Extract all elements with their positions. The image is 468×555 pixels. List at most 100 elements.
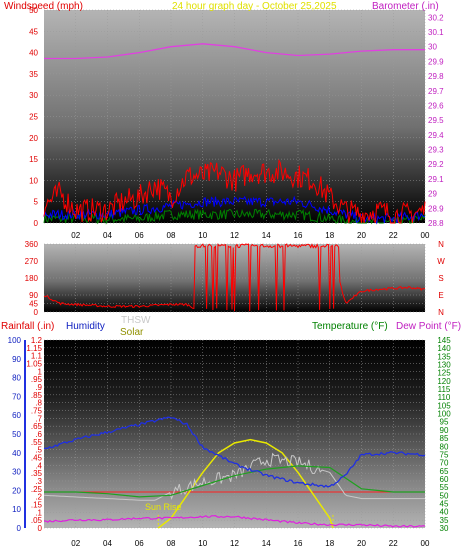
temperature-ytick-label: 55 [440,483,449,492]
rainfall-ytick-label: .95 [31,375,43,384]
rainfall-ytick-label: .9 [35,383,42,392]
humidity-xtick-label: 02 [71,539,80,548]
rainfall-ytick-label: .2 [35,493,42,502]
wind-ytick-label: 0 [34,219,39,228]
humidity-ytick-label: 40 [12,449,21,458]
wind-xtick-label: 00 [421,231,430,240]
thsw-legend-label: THSW [121,315,151,326]
humidity-ytick-label: 30 [12,468,21,477]
humidity-line [43,416,426,488]
humidity-xtick-label: 18 [325,539,334,548]
temperature-ytick-label: 40 [440,508,449,517]
windspeed-axis-title: Windspeed (mph) [4,1,83,12]
humidity-xtick-label: 06 [135,539,144,548]
temperature-ytick-label: 80 [440,442,449,451]
humidity-xtick-label: 10 [198,539,207,548]
rainfall-ytick-label: .1 [35,508,42,517]
humidity-xtick-label: 16 [294,539,303,548]
rainfall-ytick-label: .8 [35,399,42,408]
temperature-ytick-label: 140 [437,344,451,353]
direction-ytick-label: 90 [29,291,38,300]
rainfall-ytick-label: .3 [35,477,42,486]
barometer-ytick-label: 30 [428,43,437,52]
humidity-xtick-label: 08 [167,539,176,548]
barometer-ytick-label: 29 [428,190,437,199]
humidity-xtick-label: 00 [421,539,430,548]
direction-ytick-label: 270 [25,257,39,266]
rainfall-ytick-label: .35 [31,469,43,478]
rainfall-ytick-label: 1 [38,367,43,376]
humidity-ytick-label: 80 [12,374,21,383]
wind-ytick-label: 30 [29,91,38,100]
barometer-ytick-label: 29.2 [428,160,444,169]
humidity-ytick-label: 100 [8,336,22,345]
rainfall-ytick-label: .15 [31,501,43,510]
barometer-axis-title: Barometer (.in) [372,1,439,12]
temperature-ytick-label: 90 [440,426,449,435]
barometer-ytick-label: 29.3 [428,146,444,155]
barometer-ytick-label: 29.5 [428,116,444,125]
rainfall-ytick-label: .6 [35,430,42,439]
humidity-ytick-label: 60 [12,411,21,420]
temperature-axis-title: Temperature (°F) [312,321,388,332]
wind-xtick-label: 12 [230,231,239,240]
wind-ytick-label: 10 [29,176,38,185]
humidity-xtick-label: 04 [103,539,112,548]
rainfall-ytick-label: .55 [31,438,43,447]
temperature-ytick-label: 70 [440,459,449,468]
rainfall-ytick-label: .65 [31,422,43,431]
humidity-xtick-label: 14 [262,539,271,548]
wind-ytick-label: 40 [29,49,38,58]
direction-ytick-label: 180 [25,274,39,283]
rainfall-ytick-label: .75 [31,407,43,416]
wind-ytick-label: 25 [29,113,38,122]
rainfall-ytick-label: .5 [35,446,42,455]
wind-ytick-label: 50 [29,6,38,15]
solar-curve [157,438,334,529]
temperature-ytick-label: 135 [437,352,451,361]
wind-xtick-label: 06 [135,231,144,240]
direction-ytick-label: 45 [29,300,38,309]
humidity-ytick-label: 70 [12,392,21,401]
barometer-ytick-label: 29.9 [428,57,444,66]
temperature-ytick-label: 105 [437,401,451,410]
barometer-ytick-label: 29.1 [428,175,444,184]
humidity-series [43,416,426,529]
temperature-ytick-label: 95 [440,418,449,427]
wind-xtick-label: 18 [325,231,334,240]
compass-letter: E [438,291,443,300]
compass-letter: N [438,308,444,317]
temperature-ytick-label: 50 [440,491,449,500]
wind-xtick-label: 04 [103,231,112,240]
barometer-ytick-label: 29.8 [428,72,444,81]
wind-xtick-label: 22 [389,231,398,240]
direction-line [43,243,425,312]
rainfall-ytick-label: .05 [31,516,43,525]
wind-ytick-label: 45 [29,27,38,36]
temperature-ytick-label: 75 [440,450,449,459]
wind-ytick-label: 35 [29,70,38,79]
humidity-ytick-label: 10 [12,505,21,514]
temperature-ytick-label: 30 [440,524,449,533]
temperature-ytick-label: 110 [438,393,451,402]
direction-series [43,243,425,312]
humidity-ytick-label: 0 [17,524,22,533]
humidity-ytick-label: 20 [12,486,21,495]
wind-xtick-label: 16 [294,231,303,240]
direction-grid [44,243,426,313]
temperature-ytick-label: 120 [437,377,451,386]
dewpoint-axis-title: Dew Point (°F) [396,321,461,332]
rainfall-ytick-label: .7 [35,414,42,423]
temperature-line [44,465,425,498]
barometer-ytick-label: 28.9 [428,204,444,213]
wind-grid [44,9,426,224]
humidity-axis-ticks: 0.05.1.15.2.25.3.35.4.45.5.55.6.65.7.75.… [8,336,452,548]
temperature-ytick-label: 85 [440,434,449,443]
temperature-ytick-label: 115 [438,385,451,394]
humidity-axis-title: Humidity [66,321,105,332]
wind-xtick-label: 02 [71,231,80,240]
barometer-ytick-label: 30.1 [428,28,444,37]
humidity-xtick-label: 20 [357,539,366,548]
